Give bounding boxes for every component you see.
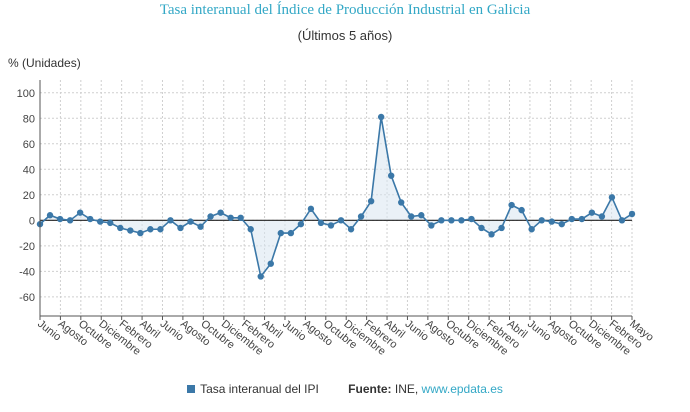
- data-point[interactable]: [377, 113, 385, 121]
- data-point[interactable]: [508, 201, 515, 209]
- y-tick-label: 100: [17, 88, 35, 100]
- data-point[interactable]: [207, 213, 214, 220]
- data-point[interactable]: [327, 222, 335, 229]
- data-point[interactable]: [608, 194, 616, 201]
- data-point[interactable]: [227, 214, 234, 221]
- legend: Tasa interanual del IPI Fuente: INE, www…: [0, 382, 690, 396]
- data-point[interactable]: [287, 229, 295, 237]
- data-point[interactable]: [488, 231, 495, 238]
- points-layer: [36, 113, 636, 280]
- data-point[interactable]: [398, 199, 405, 206]
- data-point[interactable]: [468, 215, 475, 223]
- data-point[interactable]: [66, 217, 74, 224]
- data-point[interactable]: [317, 219, 325, 227]
- data-point[interactable]: [538, 217, 545, 224]
- data-point[interactable]: [117, 224, 124, 232]
- y-axis-label: % (Unidades): [8, 56, 81, 70]
- data-point[interactable]: [357, 213, 365, 220]
- data-point[interactable]: [107, 219, 114, 227]
- data-point[interactable]: [568, 215, 575, 223]
- data-point[interactable]: [167, 217, 174, 224]
- data-point[interactable]: [277, 229, 285, 237]
- data-point[interactable]: [387, 172, 395, 179]
- data-point[interactable]: [137, 229, 144, 237]
- data-point[interactable]: [448, 217, 455, 224]
- data-point[interactable]: [618, 217, 626, 224]
- data-point[interactable]: [307, 205, 315, 213]
- series-line-layer: [39, 116, 633, 279]
- data-point[interactable]: [408, 213, 415, 220]
- data-point[interactable]: [257, 273, 264, 280]
- data-point[interactable]: [458, 217, 465, 224]
- data-point[interactable]: [528, 226, 535, 233]
- axes: [39, 80, 632, 317]
- legend-swatch: [187, 385, 196, 393]
- data-point[interactable]: [127, 227, 134, 234]
- area-layer: [40, 116, 632, 277]
- data-point[interactable]: [76, 209, 84, 216]
- data-point[interactable]: [518, 206, 525, 214]
- source-label: Fuente:: [348, 382, 392, 396]
- chart-subtitle: (Últimos 5 años): [297, 28, 393, 43]
- data-point[interactable]: [177, 224, 184, 232]
- data-point[interactable]: [147, 226, 154, 233]
- y-tick-label: 80: [23, 113, 35, 125]
- grid: [39, 80, 633, 316]
- data-point[interactable]: [628, 210, 636, 218]
- data-point[interactable]: [418, 212, 425, 219]
- x-tick-labels: JunioAgostoOctubreDiciembreFebreroAbrilJ…: [35, 316, 656, 358]
- data-point[interactable]: [478, 224, 485, 232]
- data-point[interactable]: [237, 214, 244, 221]
- data-point[interactable]: [247, 226, 254, 233]
- y-tick-label: 0: [29, 215, 35, 227]
- data-point[interactable]: [588, 209, 596, 216]
- data-point[interactable]: [428, 222, 435, 229]
- data-point[interactable]: [86, 215, 94, 223]
- y-tick-label: -60: [19, 292, 35, 304]
- source-text: INE,: [394, 382, 422, 396]
- series-line: [39, 116, 633, 279]
- data-point[interactable]: [46, 212, 54, 219]
- data-point[interactable]: [498, 224, 505, 232]
- data-point[interactable]: [97, 218, 104, 225]
- series-area: [40, 116, 632, 277]
- source-link[interactable]: www.epdata.es: [421, 382, 503, 396]
- data-point[interactable]: [197, 223, 204, 230]
- data-point[interactable]: [267, 260, 274, 267]
- y-tick-labels: -60 -40 -20 0 20 40 60 80 100: [17, 88, 35, 304]
- y-tick-label: 60: [23, 139, 35, 151]
- data-point[interactable]: [367, 197, 375, 205]
- data-point[interactable]: [558, 220, 565, 228]
- y-tick-label: -20: [19, 241, 35, 253]
- data-point[interactable]: [217, 209, 224, 216]
- data-point[interactable]: [438, 217, 445, 224]
- chart-title: Tasa interanual del Índice de Producción…: [159, 2, 531, 18]
- data-point[interactable]: [598, 213, 606, 220]
- data-point[interactable]: [347, 226, 355, 233]
- data-point[interactable]: [56, 215, 64, 223]
- data-point[interactable]: [337, 217, 345, 224]
- y-tick-label: -40: [19, 266, 35, 278]
- data-point[interactable]: [187, 218, 194, 225]
- y-tick-label: 40: [23, 164, 35, 176]
- data-point[interactable]: [297, 220, 305, 228]
- legend-series-label: Tasa interanual del IPI: [200, 382, 319, 396]
- data-point[interactable]: [157, 226, 164, 233]
- data-point[interactable]: [578, 215, 586, 223]
- data-point[interactable]: [548, 218, 555, 225]
- y-tick-label: 20: [23, 190, 35, 202]
